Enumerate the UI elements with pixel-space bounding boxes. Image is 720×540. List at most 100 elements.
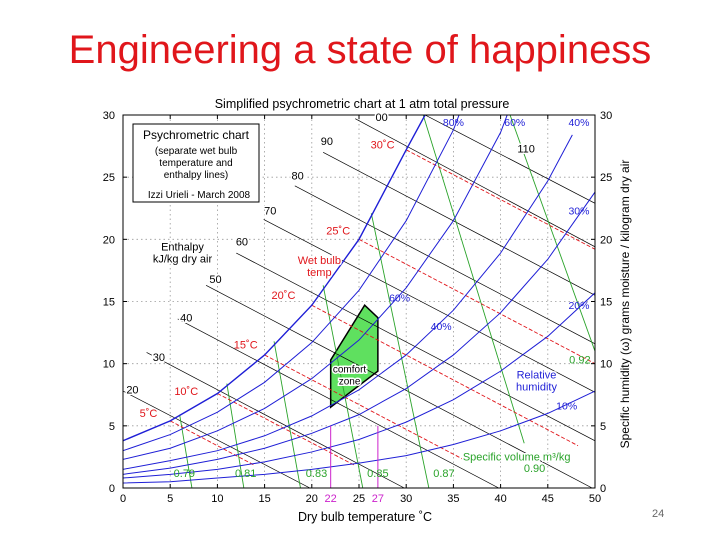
rh-curve-30 — [123, 191, 595, 475]
rh-label: 60% — [389, 293, 410, 305]
y-tick-label-left: 20 — [103, 234, 115, 246]
enthalpy-value-label: 30 — [153, 352, 165, 364]
x-tick-label: 25 — [353, 493, 365, 505]
rh-label: 10% — [556, 401, 577, 413]
wet-bulb-label: 30˚C — [371, 140, 395, 152]
y-tick-label-left: 30 — [103, 110, 115, 122]
enthalpy-value-label: 80 — [292, 171, 304, 183]
wet-bulb-line — [217, 393, 356, 467]
enthalpy-value-label: 60 — [236, 237, 248, 249]
specific-volume-label: 0.79 — [174, 468, 195, 480]
x-tick-label: 20 — [306, 493, 318, 505]
page-number: 24 — [652, 508, 665, 520]
specific-volume-label: 0.90 — [524, 463, 545, 475]
rh-curve-100 — [123, 115, 426, 442]
enthalpy-value-label: 20 — [126, 385, 138, 397]
enthalpy-line-20 — [123, 390, 311, 488]
rh-curve-40 — [123, 134, 573, 470]
rh-label: 20% — [568, 300, 589, 312]
wet-bulb-title-label: Wet bulb — [298, 255, 341, 267]
enthalpy-title-label: Enthalpy — [161, 242, 204, 254]
enthalpy-line-30 — [146, 352, 405, 488]
comfort-bound-label: 27 — [372, 493, 384, 505]
y-tick-label-left: 15 — [103, 297, 115, 309]
y-tick-label-right: 10 — [600, 359, 612, 371]
specific-volume-line — [322, 285, 364, 488]
grid — [123, 115, 595, 488]
info-box-line: (separate wet bulb — [155, 146, 238, 157]
rh-title-label: humidity — [516, 382, 557, 394]
rh-curve-10 — [123, 390, 595, 484]
info-box-title: Psychrometric chart — [143, 128, 250, 142]
x-tick-label: 15 — [258, 493, 270, 505]
x-tick-label: 10 — [211, 493, 223, 505]
enthalpy-value-label: 110 — [517, 143, 535, 155]
plot-area — [123, 115, 595, 488]
y-tick-label-right: 0 — [600, 483, 606, 495]
x-tick-label: 50 — [589, 493, 601, 505]
enthalpy-line-90 — [322, 151, 595, 296]
wet-bulb-title-label: temp — [307, 267, 331, 279]
specific-volume-line — [226, 383, 245, 488]
enthalpy-value-label: 50 — [209, 274, 221, 286]
y-tick-label-right: 15 — [600, 297, 612, 309]
comfort-zone-layer — [329, 304, 379, 409]
specific-volume-title-label: Specific volume m³/kg — [463, 452, 571, 464]
enthalpy-title-label: kJ/kg dry air — [153, 254, 213, 266]
enthalpy-value-label: 40 — [180, 312, 192, 324]
slide-title: Engineering a state of happiness — [68, 28, 652, 72]
wet-bulb-label: 20˚C — [272, 290, 296, 302]
y-tick-label-right: 30 — [600, 110, 612, 122]
y-tick-label-right: 5 — [600, 421, 606, 433]
rh-curve-80 — [123, 115, 460, 452]
enthalpy-value-label: 00 — [376, 112, 388, 124]
enthalpy-line-80 — [294, 185, 595, 345]
comfort-bounds — [330, 425, 379, 488]
y-tick-label-left: 10 — [103, 359, 115, 371]
comfort-bound-label: 22 — [325, 493, 337, 505]
x-tick-label: 5 — [167, 493, 173, 505]
x-tick-label: 30 — [400, 493, 412, 505]
wet-bulb-line — [264, 354, 466, 462]
rh-title-label: Relative — [517, 370, 557, 382]
enthalpy-value-label: 70 — [264, 205, 276, 217]
specific-volume-label: 0.87 — [433, 468, 454, 480]
x-tick-label: 35 — [447, 493, 459, 505]
specific-volume-line — [509, 115, 595, 352]
rh-label: 80% — [443, 117, 464, 129]
y-tick-label-right: 25 — [600, 172, 612, 184]
wet-bulb-line — [358, 238, 595, 365]
rh-label: 40% — [568, 117, 589, 129]
info-box-frame — [132, 123, 260, 203]
enthalpy-line-50 — [205, 285, 593, 488]
comfort-zone-label: zone — [339, 376, 361, 387]
y-axis-label-right: Specific humidity (ω) grams moisture / k… — [618, 160, 632, 449]
enthalpy-line-100 — [355, 118, 595, 248]
chart-title: Simplified psychrometric chart at 1 atm … — [215, 97, 510, 111]
x-axis-label: Dry bulb temperature ˚C — [298, 510, 432, 524]
wet-bulb-label: 25˚C — [326, 225, 350, 237]
comfort-zone — [329, 304, 379, 409]
info-box: Psychrometric chart (separate wet bulb t… — [132, 123, 260, 203]
enthalpy-line-40 — [177, 318, 499, 488]
x-tick-label: 0 — [120, 493, 126, 505]
wet-bulb-label: 5˚C — [140, 408, 158, 420]
y-tick-label-left: 5 — [109, 421, 115, 433]
rh-label: 30% — [568, 205, 589, 217]
y-tick-label-left: 25 — [103, 172, 115, 184]
wet-bulb-label: 15˚C — [234, 340, 258, 352]
specific-volume-line — [273, 341, 301, 488]
y-tick-label-left: 0 — [109, 483, 115, 495]
wet-bulb-line — [311, 304, 579, 447]
chart-labels: 80% 60% 40% 30% 60% 40% 20% 10% 5˚C 10˚C 15˚C 20˚C 2… — [125, 111, 591, 505]
wet-bulb-lines — [169, 149, 595, 467]
specific-volume-label: 0.81 — [235, 468, 256, 480]
specific-volume-lines — [179, 115, 595, 488]
wet-bulb-line — [405, 149, 595, 250]
info-box-author: Izzi Urieli - March 2008 — [148, 190, 251, 201]
rh-label: 40% — [431, 321, 452, 333]
enthalpy-line-70 — [263, 219, 595, 393]
wet-bulb-line — [169, 420, 256, 467]
